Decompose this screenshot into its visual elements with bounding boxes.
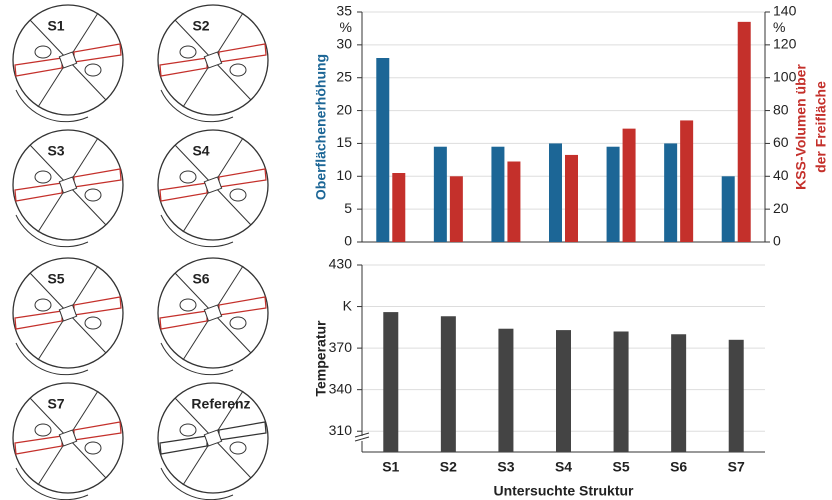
drill-diagram: S2 (158, 5, 268, 122)
x-tick-label: S1 (382, 459, 399, 475)
x-tick-label: S2 (440, 459, 457, 475)
y-tick-label: K (343, 297, 353, 313)
y-tick-label: 310 (329, 422, 353, 438)
bar (671, 334, 686, 452)
x-tick-label: S5 (613, 459, 630, 475)
coolant-hole (180, 171, 196, 183)
coolant-hole (230, 189, 246, 201)
bar (507, 162, 520, 243)
y2-axis-label: der Freifläche (813, 81, 829, 173)
drill-diagram: S1 (13, 5, 123, 122)
y-tick-label: 30 (336, 36, 352, 52)
bar (434, 147, 447, 242)
drill-diagram: S3 (13, 130, 123, 247)
y2-tick-label: 120 (773, 36, 797, 52)
bar (441, 316, 456, 452)
drill-diagram: Referenz (158, 383, 268, 500)
y-tick-label: 25 (336, 68, 352, 84)
coolant-hole (85, 64, 101, 76)
x-tick-label: S7 (728, 459, 745, 475)
coolant-hole (180, 299, 196, 311)
bar (450, 176, 463, 242)
diagram-label: S6 (192, 271, 209, 287)
drill-diagram: S4 (158, 130, 268, 247)
bar (738, 22, 751, 242)
drill-diagram: S7 (13, 383, 123, 500)
y-tick-label: 340 (329, 380, 353, 396)
y-tick-label: 10 (336, 167, 352, 183)
figure: S1 S2 S3 S4 S5 S6 S7 Referenz 0 5 10 15 20 25 30 35 0 20… (0, 0, 832, 500)
coolant-hole (85, 189, 101, 201)
bar (607, 147, 620, 242)
bar (383, 312, 398, 452)
diagram-label: S5 (47, 271, 64, 287)
y-tick-label: 15 (336, 134, 352, 150)
y2-tick-label: 40 (773, 167, 789, 183)
bar (565, 155, 578, 242)
coolant-hole (230, 64, 246, 76)
y2-tick-label: 80 (773, 101, 789, 117)
coolant-hole (35, 424, 51, 436)
coolant-hole (85, 442, 101, 454)
bar (549, 143, 562, 242)
drill-diagram: S5 (13, 258, 123, 375)
diagram-label: S7 (47, 396, 64, 412)
y-tick-label: 20 (336, 101, 352, 117)
y2-unit: % (773, 19, 785, 35)
x-tick-label: S3 (497, 459, 514, 475)
bar (392, 173, 405, 242)
diagram-label: S2 (192, 18, 209, 34)
x-axis-label: Untersuchte Struktur (493, 483, 634, 499)
coolant-hole (230, 442, 246, 454)
bar (614, 331, 629, 452)
coolant-hole (85, 317, 101, 329)
bar (491, 147, 504, 242)
y-tick-label: 370 (329, 339, 353, 355)
x-tick-label: S4 (555, 459, 572, 475)
y-tick-label: 430 (329, 256, 353, 272)
diagram-label: Referenz (191, 396, 250, 412)
bar (680, 120, 693, 242)
y2-axis-label: KSS-Volumen über (793, 64, 809, 190)
y2-tick-label: 60 (773, 134, 789, 150)
y-tick-label: 5 (344, 200, 352, 216)
y2-tick-label: 0 (773, 233, 781, 249)
x-tick-label: S6 (670, 459, 687, 475)
bar (623, 129, 636, 242)
bar (722, 176, 735, 242)
bar (556, 330, 571, 452)
y-axis-label: Temperatur (313, 320, 329, 397)
y-tick-label: 35 (336, 3, 352, 19)
coolant-hole (35, 46, 51, 58)
diagram-label: S3 (47, 143, 64, 159)
diagram-label: S1 (47, 18, 64, 34)
structure-diagrams: S1 S2 S3 S4 S5 S6 S7 Referenz (13, 5, 268, 500)
bar (498, 329, 513, 452)
drill-diagram: S6 (158, 258, 268, 375)
y2-tick-label: 140 (773, 3, 797, 19)
coolant-hole (35, 171, 51, 183)
bar (664, 143, 677, 242)
coolant-hole (180, 424, 196, 436)
y-axis-label: Oberflächenerhöhung (313, 54, 329, 200)
coolant-hole (230, 317, 246, 329)
coolant-hole (180, 46, 196, 58)
y-unit: % (340, 19, 352, 35)
y-tick-label: 0 (344, 233, 352, 249)
diagram-label: S4 (192, 143, 209, 159)
bar (376, 58, 389, 242)
y2-tick-label: 20 (773, 200, 789, 216)
coolant-hole (35, 299, 51, 311)
charts: 05101520253035020406080100120140%%Oberfl… (313, 3, 829, 499)
bar (729, 340, 744, 452)
